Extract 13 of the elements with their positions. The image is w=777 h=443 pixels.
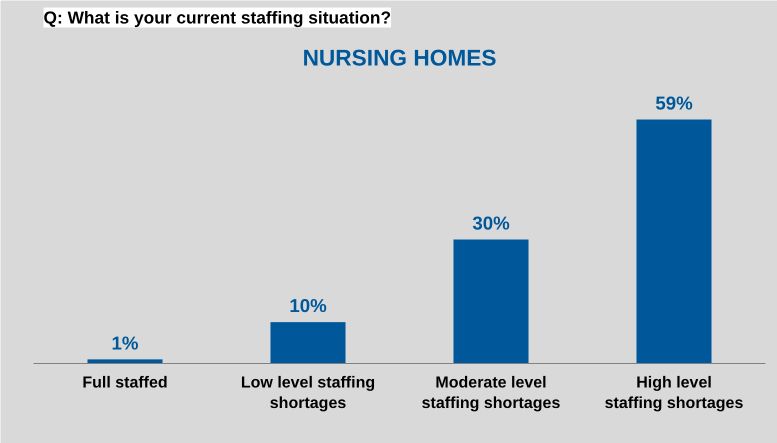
x-tick-label: Low level staffing shortages <box>240 374 376 412</box>
data-label: 59% <box>655 92 694 114</box>
x-tick-label: Moderate level staffing shortages <box>422 374 560 412</box>
chart-subtitle: NURSING HOMES <box>302 44 496 70</box>
chart-title: Q: What is your current staffing situation? <box>44 8 392 28</box>
bar <box>270 322 346 364</box>
data-label: 10% <box>289 295 328 316</box>
data-label: 1% <box>112 332 139 354</box>
bar <box>636 120 712 364</box>
data-label: 30% <box>472 212 510 234</box>
x-tick-label: Full staffed <box>82 374 168 392</box>
x-tick-label: High level staffing shortages <box>604 374 744 412</box>
bar <box>453 239 529 364</box>
